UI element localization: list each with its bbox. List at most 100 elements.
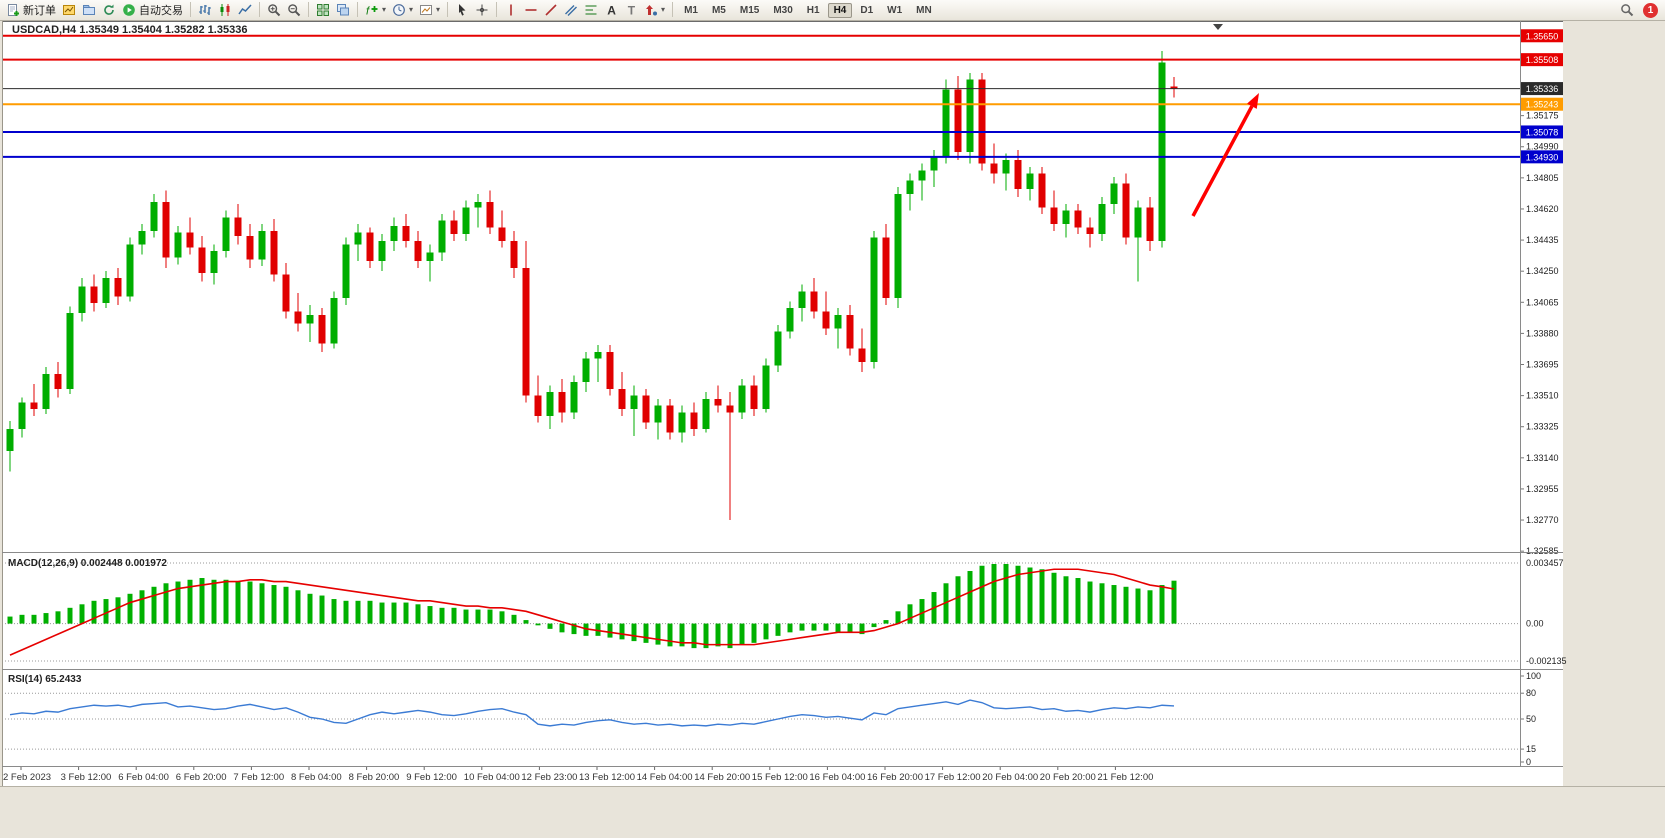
- candle-body: [438, 220, 446, 253]
- timeframe-m5-button[interactable]: M5: [711, 4, 726, 16]
- label-tool-button[interactable]: T: [622, 1, 640, 19]
- rsi-axis-label: 0: [1526, 757, 1531, 767]
- time-tick-label: 8 Feb 04:00: [291, 772, 342, 783]
- search-button[interactable]: [1618, 1, 1636, 19]
- cursor-icon: [459, 3, 466, 16]
- timeframe-d1-button[interactable]: D1: [860, 4, 874, 16]
- dropdown-caret-icon: ▾: [382, 5, 387, 14]
- timeframe-m15-button[interactable]: M15: [739, 4, 760, 16]
- price-tick-label: 1.32585: [1526, 546, 1559, 556]
- timeframe-h1-button[interactable]: H1: [806, 4, 820, 16]
- notification-badge[interactable]: 1: [1643, 2, 1658, 18]
- autotrading-icon: [123, 4, 135, 16]
- price-tick-label: 1.34435: [1526, 235, 1559, 245]
- indicators-button[interactable]: f ▾: [363, 1, 388, 19]
- trendline-icon: [545, 3, 557, 16]
- macd-bar: [475, 609, 481, 624]
- zoom-in-icon: [268, 3, 281, 16]
- macd-bar: [871, 623, 877, 628]
- cascade-button[interactable]: [334, 1, 352, 19]
- macd-bar: [751, 623, 757, 643]
- timeframe-m30-button[interactable]: M30: [773, 4, 793, 16]
- macd-bar: [1111, 585, 1117, 624]
- tile-windows-button[interactable]: [314, 1, 332, 19]
- hline-button[interactable]: [522, 1, 540, 19]
- fibonacci-button[interactable]: [582, 1, 600, 19]
- candle-body: [246, 235, 254, 260]
- scroll-marker-icon[interactable]: [1213, 24, 1223, 30]
- macd-bar: [643, 623, 649, 643]
- macd-bar: [31, 614, 37, 624]
- text-tool-button[interactable]: A: [602, 1, 620, 19]
- bar-chart-icon: [199, 4, 211, 15]
- candle-body: [738, 385, 746, 413]
- toolbar-separator: [190, 1, 191, 17]
- candle-body: [6, 429, 14, 452]
- price-badge-label: 1.35078: [1526, 127, 1559, 137]
- timeframe-w1-button[interactable]: W1: [887, 4, 903, 16]
- candle-body: [966, 79, 974, 152]
- arrows-button[interactable]: ▾: [642, 1, 667, 19]
- rsi-axis-label: 50: [1526, 714, 1536, 724]
- macd-bar: [7, 616, 13, 624]
- macd-bar: [907, 604, 913, 624]
- macd-bar: [283, 586, 289, 624]
- candle-body: [630, 395, 638, 410]
- macd-bar: [1159, 585, 1165, 624]
- candle-chart-button[interactable]: [216, 1, 234, 19]
- trendline-button[interactable]: [542, 1, 560, 19]
- price-tick-label: 1.32770: [1526, 515, 1559, 525]
- line-chart-button[interactable]: [236, 1, 254, 19]
- candle-body: [870, 237, 878, 362]
- crosshair-button[interactable]: [473, 1, 491, 19]
- price-badge-label: 1.35650: [1526, 31, 1559, 41]
- candle-body: [54, 373, 62, 389]
- timeframe-h4-button[interactable]: H4: [827, 2, 853, 18]
- macd-bar: [355, 600, 361, 624]
- templates-button[interactable]: ▾: [417, 1, 442, 19]
- periods-button[interactable]: ▾: [390, 1, 415, 19]
- vline-button[interactable]: [502, 1, 520, 19]
- macd-bar: [739, 623, 745, 645]
- timeframe-m1-button[interactable]: M1: [684, 4, 698, 16]
- candles: [6, 50, 1178, 521]
- macd-bar: [715, 623, 721, 647]
- time-tick-label: 10 Feb 04:00: [464, 772, 520, 783]
- profiles-button[interactable]: [80, 1, 98, 19]
- macd-bar: [763, 623, 769, 640]
- new-order-button[interactable]: 新订单: [4, 1, 58, 19]
- candle-body: [510, 240, 518, 268]
- macd-bar: [307, 593, 313, 624]
- toolbar-separator: [308, 1, 309, 17]
- horizontal-lines[interactable]: 1.35650 1.35508 1.35336 1.35243 1.35078 1.349…: [2, 29, 1563, 164]
- timeframe-mn-button[interactable]: MN: [916, 4, 932, 16]
- macd-bar: [331, 599, 337, 624]
- candle-body: [186, 232, 194, 248]
- time-tick-label: 2 Feb 2023: [3, 772, 51, 783]
- text-tool-icon: A: [607, 3, 616, 17]
- refresh-button[interactable]: [100, 1, 118, 19]
- candle-body: [342, 244, 350, 299]
- trend-arrow[interactable]: [1191, 105, 1254, 217]
- macd-bar: [439, 607, 445, 624]
- trend-arrow-head[interactable]: [1247, 93, 1259, 109]
- panel-frame: [0, 21, 1665, 787]
- new-chart-button[interactable]: [60, 1, 78, 19]
- cursor-button[interactable]: [453, 1, 471, 19]
- channel-button[interactable]: [562, 1, 580, 19]
- candle-body: [174, 232, 182, 258]
- macd-panel: 0.003457 0.00 -0.002135 MACD(12,26,9) 0.002…: [2, 558, 1567, 666]
- bar-chart-button[interactable]: [196, 1, 214, 19]
- macd-bar: [103, 599, 109, 624]
- macd-bar: [511, 614, 517, 624]
- zoom-out-button[interactable]: [285, 1, 303, 19]
- candle-body: [114, 277, 122, 297]
- candle-body: [294, 311, 302, 324]
- macd-bar: [19, 614, 25, 624]
- macd-bar: [1087, 581, 1093, 624]
- zoom-in-button[interactable]: [265, 1, 283, 19]
- autotrading-button[interactable]: 自动交易: [120, 1, 185, 19]
- tile-windows-icon: [317, 3, 329, 16]
- candle-body: [750, 385, 758, 410]
